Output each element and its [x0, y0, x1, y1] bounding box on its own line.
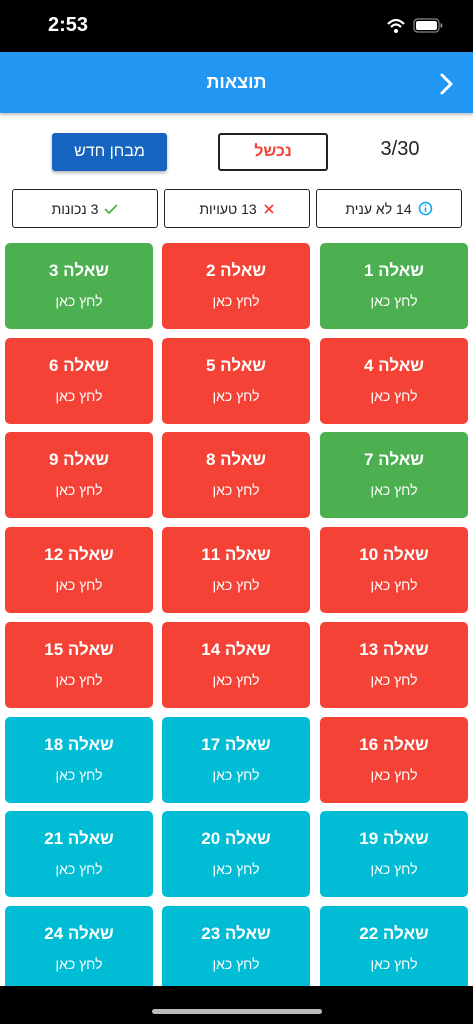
question-card[interactable]: שאלה 5 לחץ כאן: [162, 337, 310, 424]
question-card[interactable]: שאלה 22 לחץ כאן: [320, 905, 468, 986]
question-card[interactable]: שאלה 21 לחץ כאן: [5, 811, 153, 898]
question-label: שאלה 1: [363, 261, 424, 280]
question-hint: לחץ כאן: [55, 671, 103, 688]
title: תוצאות: [206, 72, 267, 92]
question-label: שאלה 6: [48, 355, 109, 375]
question-card[interactable]: שאלה 8 לחץ כאן: [162, 432, 310, 519]
question-card[interactable]: שאלה 10 לחץ כאן: [320, 527, 468, 614]
question-card[interactable]: שאלה 13 לחץ כאן: [320, 621, 468, 708]
question-card[interactable]: שאלה 16 לחץ כאן: [320, 716, 468, 803]
info-icon: [418, 201, 432, 216]
score: 3/30: [380, 138, 420, 160]
question-hint: לחץ כאן: [212, 293, 260, 309]
question-card[interactable]: שאלה 7 לחץ כאן: [320, 432, 468, 519]
question-label: שאלה 22: [359, 923, 429, 943]
question-label: שאלה 17: [201, 734, 271, 754]
question-label: שאלה 7: [363, 450, 424, 470]
result-badge: נכשל: [218, 133, 328, 171]
question-card[interactable]: שאלה 1 לחץ כאן: [320, 243, 468, 329]
question-label: שאלה 9: [48, 450, 109, 470]
question-label: שאלה 8: [205, 450, 266, 470]
check-icon: [104, 203, 119, 214]
question-label: שאלה 23: [201, 923, 271, 943]
wrong-filter[interactable]: 13 טעויות: [164, 189, 310, 228]
question-hint: לחץ כאן: [212, 671, 260, 688]
wrong-count: 13 טעויות: [199, 200, 257, 217]
question-label: שאלה 10: [359, 545, 429, 565]
back-button[interactable]: [436, 72, 456, 96]
correct-count: 3 נכונות: [51, 200, 99, 217]
question-hint: לחץ כאן: [55, 861, 103, 878]
question-grid: שאלה 1 לחץ כאן שאלה 2 לחץ כאן שאלה 3 לחץ כאן ש…: [0, 243, 473, 986]
question-card[interactable]: שאלה 14 לחץ כאן: [162, 621, 310, 708]
clock: 2:53: [48, 14, 89, 36]
question-card[interactable]: שאלה 2 לחץ כאן: [162, 243, 310, 329]
unanswered-filter[interactable]: 14 לא ענית: [316, 189, 462, 228]
question-card[interactable]: שאלה 9 לחץ כאן: [5, 432, 153, 519]
status-icons: [387, 18, 443, 33]
question-hint: לחץ כאן: [370, 482, 418, 499]
question-label: שאלה 19: [359, 829, 429, 849]
home-indicator: [152, 1009, 322, 1014]
question-label: שאלה 2: [205, 261, 266, 280]
question-label: שאלה 16: [359, 734, 429, 754]
question-label: שאלה 18: [44, 734, 114, 754]
correct-filter[interactable]: 3 נכונות: [12, 189, 158, 228]
question-label: שאלה 20: [201, 829, 271, 849]
cross-icon: [264, 203, 274, 214]
question-hint: לחץ כאן: [370, 387, 418, 404]
question-card[interactable]: שאלה 15 לחץ כאן: [5, 621, 153, 708]
new-test-button[interactable]: מבחן חדש: [52, 133, 167, 171]
question-card[interactable]: שאלה 24 לחץ כאן: [5, 905, 153, 986]
question-label: שאלה 5: [205, 355, 266, 375]
question-label: שאלה 15: [44, 639, 114, 659]
question-label: שאלה 14: [201, 639, 271, 659]
unanswered-count: 14 לא ענית: [345, 200, 412, 217]
question-label: שאלה 13: [359, 639, 429, 659]
question-card[interactable]: שאלה 18 לחץ כאן: [5, 716, 153, 803]
question-hint: לחץ כאן: [212, 387, 260, 404]
question-label: שאלה 12: [44, 545, 114, 565]
question-hint: לחץ כאן: [370, 861, 418, 878]
question-hint: לחץ כאן: [212, 955, 260, 972]
question-card[interactable]: שאלה 11 לחץ כאן: [162, 527, 310, 614]
question-card[interactable]: שאלה 3 לחץ כאן: [5, 243, 153, 329]
question-hint: לחץ כאן: [55, 293, 103, 309]
question-label: שאלה 4: [363, 355, 424, 375]
question-hint: לחץ כאן: [212, 482, 260, 499]
question-card[interactable]: שאלה 12 לחץ כאן: [5, 527, 153, 614]
question-hint: לחץ כאן: [212, 577, 260, 594]
question-hint: לחץ כאן: [212, 861, 260, 878]
question-label: שאלה 24: [44, 923, 114, 943]
question-card[interactable]: שאלה 23 לחץ כאן: [162, 905, 310, 986]
question-card[interactable]: שאלה 20 לחץ כאן: [162, 811, 310, 898]
question-hint: לחץ כאן: [370, 293, 418, 309]
question-hint: לחץ כאן: [370, 955, 418, 972]
question-label: שאלה 3: [48, 261, 109, 280]
question-hint: לחץ כאן: [55, 955, 103, 972]
status-bar: 2:53: [0, 0, 473, 52]
bottom-bar: [0, 986, 473, 1024]
question-card[interactable]: שאלה 4 לחץ כאן: [320, 337, 468, 424]
question-hint: לחץ כאן: [370, 671, 418, 688]
question-label: שאלה 11: [201, 545, 271, 565]
question-hint: לחץ כאן: [370, 766, 418, 783]
question-hint: לחץ כאן: [55, 577, 103, 594]
app-bar: תוצאות: [0, 52, 473, 113]
question-card[interactable]: שאלה 17 לחץ כאן: [162, 716, 310, 803]
question-card[interactable]: שאלה 19 לחץ כאן: [320, 811, 468, 898]
question-hint: לחץ כאן: [370, 577, 418, 594]
question-hint: לחץ כאן: [55, 482, 103, 499]
question-label: שאלה 21: [44, 829, 114, 849]
question-hint: לחץ כאן: [55, 387, 103, 404]
question-hint: לחץ כאן: [55, 766, 103, 783]
question-card[interactable]: שאלה 6 לחץ כאן: [5, 337, 153, 424]
question-hint: לחץ כאן: [212, 766, 260, 783]
